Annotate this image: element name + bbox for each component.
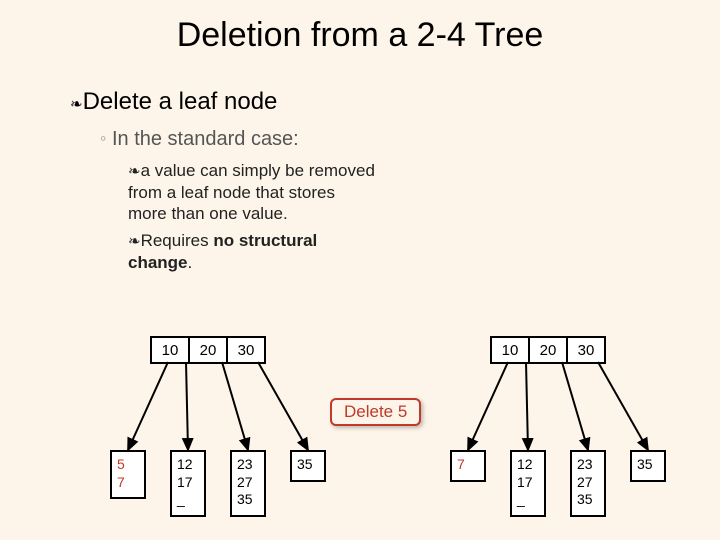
root-cell: 30 [568, 338, 604, 362]
root-cell: 30 [228, 338, 264, 362]
leaf-value: 35 [294, 456, 322, 474]
right-edges [0, 0, 720, 540]
leaf-node: 1217_ [170, 450, 206, 517]
leaf-value: 23 [234, 456, 262, 474]
root-cell: 10 [152, 338, 190, 362]
leaf-value: 35 [634, 456, 662, 474]
root-cell: 20 [530, 338, 568, 362]
leaf-value: 7 [114, 474, 142, 492]
leaf-value: _ [174, 491, 202, 509]
leaf-node: 232735 [230, 450, 266, 517]
leaf-value: 12 [514, 456, 542, 474]
leaf-value: 27 [574, 474, 602, 492]
root-cell: 20 [190, 338, 228, 362]
root-cell: 10 [492, 338, 530, 362]
leaf-value: 23 [574, 456, 602, 474]
right-root-node: 102030 [490, 336, 606, 364]
leaf-node: 35 [630, 450, 666, 482]
leaf-value: 12 [174, 456, 202, 474]
left-edges [0, 0, 720, 540]
left-root-node: 102030 [150, 336, 266, 364]
leaf-node: 232735 [570, 450, 606, 517]
leaf-value: 17 [174, 474, 202, 492]
operation-label: Delete 5 [330, 398, 421, 426]
leaf-value: 35 [574, 491, 602, 509]
leaf-value: 35 [234, 491, 262, 509]
leaf-value: 7 [454, 456, 482, 474]
leaf-value: 17 [514, 474, 542, 492]
leaf-value: 27 [234, 474, 262, 492]
leaf-node: 57 [110, 450, 146, 499]
diagram: 102030 571217_23273535 102030 71217_2327… [0, 0, 720, 540]
leaf-node: 7 [450, 450, 486, 482]
leaf-value: 5 [114, 456, 142, 474]
leaf-value: _ [514, 491, 542, 509]
leaf-node: 35 [290, 450, 326, 482]
leaf-node: 1217_ [510, 450, 546, 517]
